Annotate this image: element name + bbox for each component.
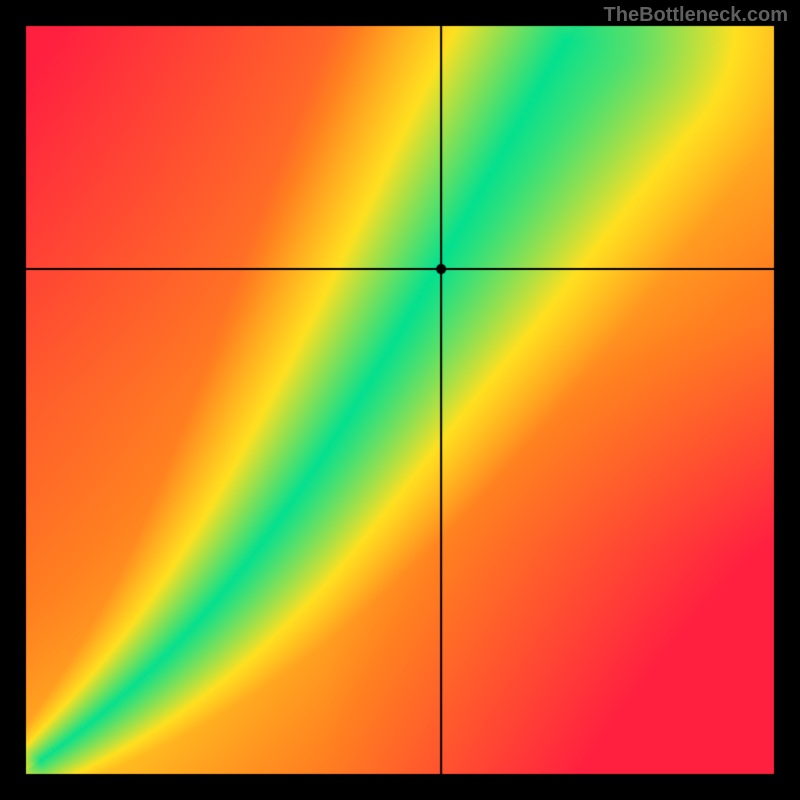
watermark-text: TheBottleneck.com <box>604 4 788 27</box>
heatmap-canvas <box>0 0 800 800</box>
chart-container: TheBottleneck.com <box>0 0 800 800</box>
